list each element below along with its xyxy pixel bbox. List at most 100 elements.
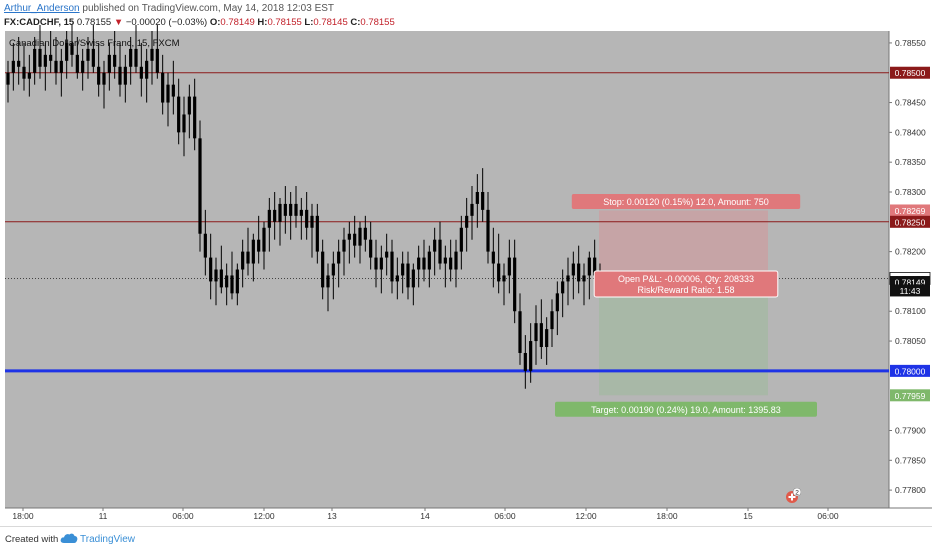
candle-body[interactable] xyxy=(235,269,239,294)
candle-body[interactable] xyxy=(422,257,426,270)
candle-body[interactable] xyxy=(257,239,261,252)
candle-body[interactable] xyxy=(529,341,533,371)
candle-body[interactable] xyxy=(91,48,95,67)
take-profit-zone[interactable] xyxy=(599,282,768,396)
candle-body[interactable] xyxy=(27,72,31,79)
candle-body[interactable] xyxy=(502,275,506,282)
candle-body[interactable] xyxy=(75,54,79,73)
candle-body[interactable] xyxy=(102,72,106,85)
candle-body[interactable] xyxy=(321,251,325,288)
candle-body[interactable] xyxy=(267,209,271,228)
target-label-box[interactable] xyxy=(555,401,817,417)
price-scale[interactable] xyxy=(889,31,932,508)
candle-body[interactable] xyxy=(123,66,127,85)
candle-body[interactable] xyxy=(507,257,511,276)
candle-body[interactable] xyxy=(294,203,298,216)
candle-body[interactable] xyxy=(481,191,485,210)
candle-body[interactable] xyxy=(571,263,575,276)
candle-body[interactable] xyxy=(470,203,474,216)
candle-body[interactable] xyxy=(465,215,469,228)
candle-body[interactable] xyxy=(273,209,277,222)
symbol-label[interactable]: FX:CADCHF, 15 xyxy=(4,17,75,28)
candle-body[interactable] xyxy=(534,323,538,342)
candle-body[interactable] xyxy=(139,66,143,79)
candle-body[interactable] xyxy=(54,60,58,73)
candle-body[interactable] xyxy=(107,54,111,73)
candle-body[interactable] xyxy=(59,60,63,73)
pnl-label-box[interactable] xyxy=(593,270,779,298)
candle-body[interactable] xyxy=(326,275,330,288)
candle-body[interactable] xyxy=(411,269,415,288)
candle-body[interactable] xyxy=(363,227,367,240)
price-tag-stop[interactable] xyxy=(890,204,930,217)
candle-body[interactable] xyxy=(550,311,554,330)
candle-body[interactable] xyxy=(358,227,362,246)
candle-body[interactable] xyxy=(379,257,383,270)
candle-body[interactable] xyxy=(331,263,335,276)
candle-body[interactable] xyxy=(369,239,373,258)
candle-body[interactable] xyxy=(251,239,255,264)
candle-body[interactable] xyxy=(438,239,442,264)
candle-body[interactable] xyxy=(337,251,341,264)
candle-body[interactable] xyxy=(86,48,90,61)
candle-body[interactable] xyxy=(486,209,490,252)
candle-body[interactable] xyxy=(545,329,549,348)
candle-body[interactable] xyxy=(155,48,159,73)
candle-body[interactable] xyxy=(561,281,565,294)
candle-body[interactable] xyxy=(443,257,447,264)
candle-body[interactable] xyxy=(43,54,47,67)
price-tag-hline[interactable] xyxy=(890,66,930,79)
candle-body[interactable] xyxy=(555,293,559,312)
candle-body[interactable] xyxy=(11,60,15,73)
candle-body[interactable] xyxy=(305,209,309,228)
candle-body[interactable] xyxy=(209,257,213,282)
candle-body[interactable] xyxy=(310,215,314,228)
candle-body[interactable] xyxy=(182,114,186,133)
candle-body[interactable] xyxy=(171,84,175,97)
stop-loss-zone[interactable] xyxy=(599,210,768,283)
candle-body[interactable] xyxy=(22,66,26,79)
candle-body[interactable] xyxy=(475,191,479,204)
candle-body[interactable] xyxy=(459,227,463,252)
candle-body[interactable] xyxy=(342,239,346,252)
candle-body[interactable] xyxy=(513,257,517,312)
candle-body[interactable] xyxy=(129,48,133,67)
candle-body[interactable] xyxy=(566,275,570,282)
price-tag-target[interactable] xyxy=(890,389,930,402)
candle-body[interactable] xyxy=(315,215,319,252)
price-tag-hline-blue[interactable] xyxy=(890,364,930,377)
candle-body[interactable] xyxy=(347,233,351,240)
candle-body[interactable] xyxy=(17,60,21,67)
candle-body[interactable] xyxy=(390,251,394,282)
candle-body[interactable] xyxy=(582,275,586,282)
candle-body[interactable] xyxy=(406,263,410,288)
candle-body[interactable] xyxy=(166,84,170,103)
candle-body[interactable] xyxy=(187,96,191,115)
candle-body[interactable] xyxy=(38,48,42,67)
candle-body[interactable] xyxy=(49,54,53,61)
alert-badge-icon[interactable]: 2 xyxy=(785,488,801,504)
candle-body[interactable] xyxy=(150,48,154,61)
candle-body[interactable] xyxy=(374,257,378,270)
candle-body[interactable] xyxy=(299,209,303,216)
candle-body[interactable] xyxy=(577,263,581,282)
stop-label-box[interactable] xyxy=(571,193,801,209)
tradingview-brand[interactable]: TradingView xyxy=(80,534,136,545)
candle-body[interactable] xyxy=(81,60,85,73)
candle-body[interactable] xyxy=(177,96,181,133)
candle-body[interactable] xyxy=(193,96,197,139)
author-link[interactable]: Arthur_Anderson xyxy=(4,3,80,14)
candle-body[interactable] xyxy=(427,251,431,270)
candle-body[interactable] xyxy=(433,239,437,252)
candle-body[interactable] xyxy=(65,42,69,61)
candle-body[interactable] xyxy=(491,251,495,264)
candle-body[interactable] xyxy=(587,257,591,276)
candle-body[interactable] xyxy=(219,269,223,288)
candle-body[interactable] xyxy=(6,72,10,85)
candle-body[interactable] xyxy=(97,66,101,85)
candle-body[interactable] xyxy=(518,311,522,353)
candle-body[interactable] xyxy=(70,42,74,55)
price-tag-hline[interactable] xyxy=(890,215,930,228)
candle-body[interactable] xyxy=(246,251,250,264)
candle-body[interactable] xyxy=(262,227,266,252)
